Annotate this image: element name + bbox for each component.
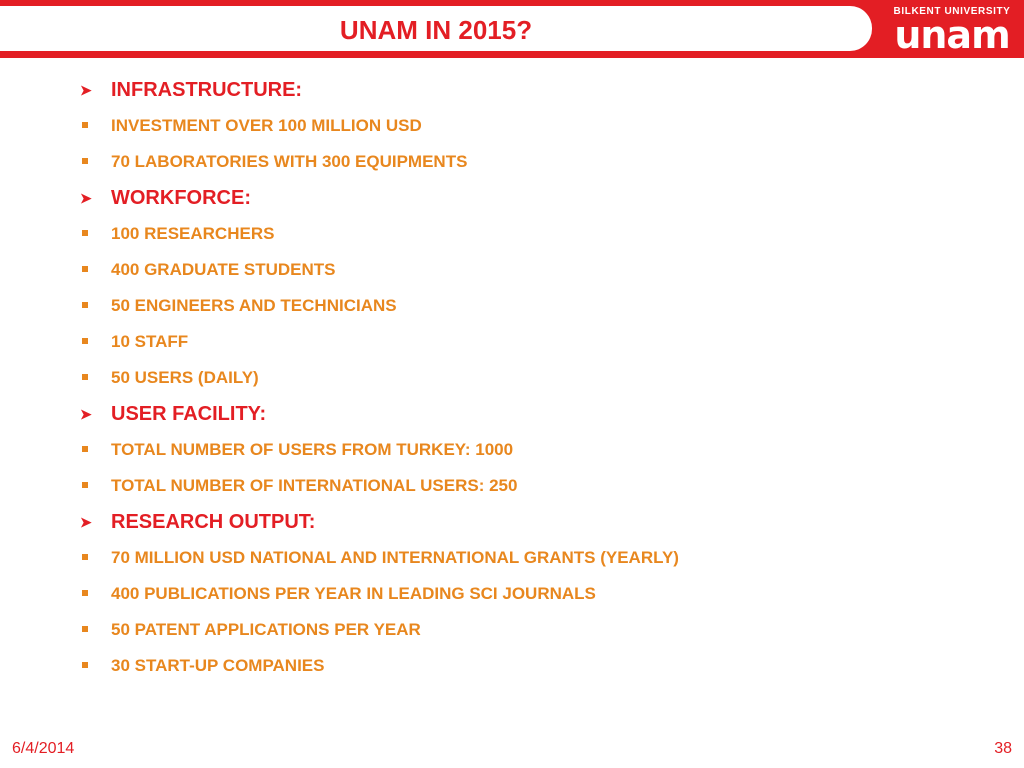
list-item: INVESTMENT OVER 100 MILLION USD <box>80 108 980 144</box>
unam-logo: BILKENT UNIVERSITY unam <box>884 2 1020 56</box>
section-heading-text: USER FACILITY: <box>111 403 267 425</box>
page-number: 38 <box>994 740 1012 757</box>
list-item-text: INVESTMENT OVER 100 MILLION USD <box>111 116 422 135</box>
section-heading-text: RESEARCH OUTPUT: <box>111 511 316 533</box>
square-bullet-icon <box>82 338 88 344</box>
arrow-bullet-icon: ➤ <box>80 406 92 422</box>
list-item-text: 10 STAFF <box>111 332 189 351</box>
list-item: 50 USERS (DAILY) <box>80 360 980 396</box>
square-bullet-icon <box>82 122 88 128</box>
list-item: TOTAL NUMBER OF INTERNATIONAL USERS: 250 <box>80 468 980 504</box>
logo-university-text: BILKENT UNIVERSITY <box>893 6 1011 17</box>
square-bullet-icon <box>82 446 88 452</box>
list-item-text: 70 LABORATORIES WITH 300 EQUIPMENTS <box>111 152 468 171</box>
square-bullet-icon <box>82 626 88 632</box>
arrow-bullet-icon: ➤ <box>80 514 92 530</box>
list-item-text: TOTAL NUMBER OF USERS FROM TURKEY: 1000 <box>111 440 514 459</box>
list-item: 400 GRADUATE STUDENTS <box>80 252 980 288</box>
section-heading: ➤ USER FACILITY: <box>80 396 980 432</box>
arrow-bullet-icon: ➤ <box>80 190 92 206</box>
list-item: 70 LABORATORIES WITH 300 EQUIPMENTS <box>80 144 980 180</box>
bullet-list: ➤ INFRASTRUCTURE: INVESTMENT OVER 100 MI… <box>80 72 980 684</box>
list-item: 50 PATENT APPLICATIONS PER YEAR <box>80 612 980 648</box>
list-item-text: 50 PATENT APPLICATIONS PER YEAR <box>111 620 421 639</box>
list-item-text: 30 START-UP COMPANIES <box>111 656 325 675</box>
section-heading-text: WORKFORCE: <box>111 187 251 209</box>
header-bar: UNAM IN 2015? BILKENT UNIVERSITY unam <box>0 0 1024 58</box>
footer-date: 6/4/2014 <box>12 740 75 757</box>
list-item-text: 400 PUBLICATIONS PER YEAR IN LEADING SCI… <box>111 584 596 603</box>
square-bullet-icon <box>82 554 88 560</box>
logo-main-text: unam <box>894 13 1010 57</box>
square-bullet-icon <box>82 230 88 236</box>
list-item-text: 70 MILLION USD NATIONAL AND INTERNATIONA… <box>111 548 679 567</box>
square-bullet-icon <box>82 482 88 488</box>
section-heading: ➤ RESEARCH OUTPUT: <box>80 504 980 540</box>
list-item: 100 RESEARCHERS <box>80 216 980 252</box>
square-bullet-icon <box>82 266 88 272</box>
arrow-bullet-icon: ➤ <box>80 82 92 98</box>
list-item-text: TOTAL NUMBER OF INTERNATIONAL USERS: 250 <box>111 476 518 495</box>
slide-title: UNAM IN 2015? <box>339 15 533 45</box>
list-item: 50 ENGINEERS AND TECHNICIANS <box>80 288 980 324</box>
list-item: 10 STAFF <box>80 324 980 360</box>
square-bullet-icon <box>82 302 88 308</box>
list-item-text: 50 USERS (DAILY) <box>111 368 259 387</box>
square-bullet-icon <box>82 374 88 380</box>
list-item: TOTAL NUMBER OF USERS FROM TURKEY: 1000 <box>80 432 980 468</box>
list-item-text: 50 ENGINEERS AND TECHNICIANS <box>111 296 397 315</box>
section-heading: ➤ INFRASTRUCTURE: <box>80 72 980 108</box>
section-heading-text: INFRASTRUCTURE: <box>111 79 303 101</box>
list-item: 70 MILLION USD NATIONAL AND INTERNATIONA… <box>80 540 980 576</box>
list-item: 400 PUBLICATIONS PER YEAR IN LEADING SCI… <box>80 576 980 612</box>
square-bullet-icon <box>82 158 88 164</box>
square-bullet-icon <box>82 662 88 668</box>
list-item: 30 START-UP COMPANIES <box>80 648 980 684</box>
title-banner <box>0 6 872 51</box>
section-heading: ➤ WORKFORCE: <box>80 180 980 216</box>
list-item-text: 400 GRADUATE STUDENTS <box>111 260 336 279</box>
square-bullet-icon <box>82 590 88 596</box>
list-item-text: 100 RESEARCHERS <box>111 224 275 243</box>
